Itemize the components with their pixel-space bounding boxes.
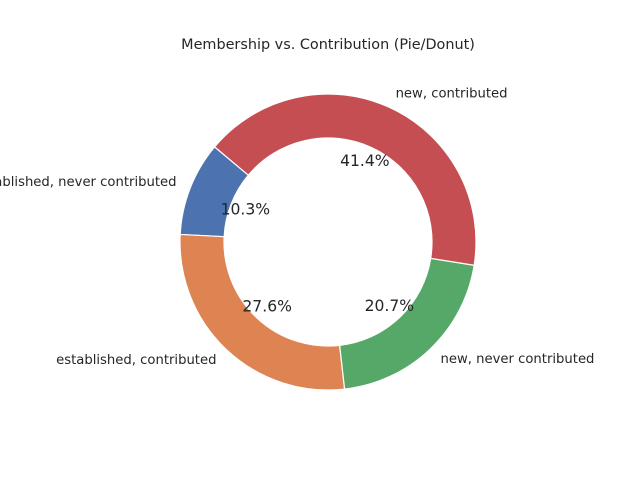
chart-title: Membership vs. Contribution (Pie/Donut) (181, 37, 475, 53)
slice-new-contributed (213, 93, 477, 266)
slice-label-established-never-contributed: established, never contributed (0, 175, 176, 190)
slice-label-new-contributed: new, contributed (396, 86, 508, 101)
pct-label-established-never-contributed: 10.3% (221, 201, 271, 219)
donut-labels: established, never contributed 10.3% estab… (0, 86, 594, 368)
slice-label-established-contributed: established, contributed (56, 353, 216, 368)
pct-label-established-contributed: 27.6% (242, 298, 292, 316)
donut-slices (179, 93, 477, 391)
slice-new-never-contributed (339, 257, 475, 390)
pct-label-new-contributed: 41.4% (340, 152, 390, 170)
pct-label-new-never-contributed: 20.7% (365, 297, 415, 315)
slice-label-new-never-contributed: new, never contributed (440, 352, 594, 367)
